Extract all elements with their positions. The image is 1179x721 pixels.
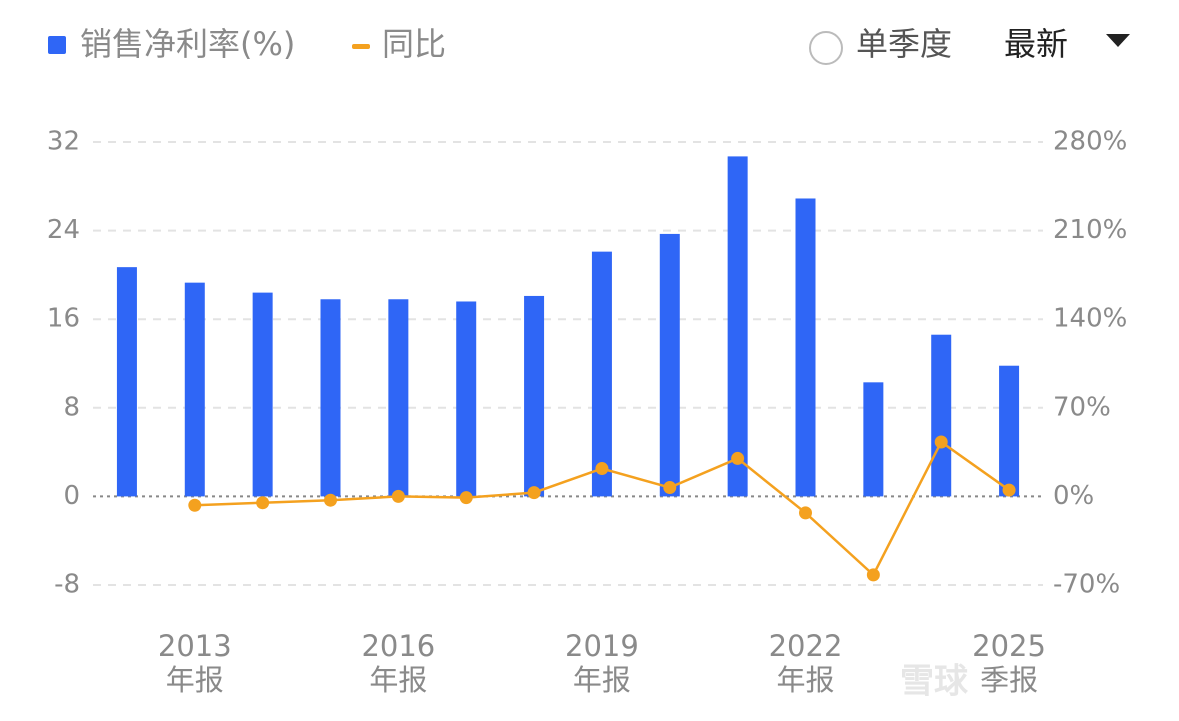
point [934,435,948,449]
y-tick-label: 24 [47,215,80,245]
legend-label: 同比 [382,25,446,63]
bar [524,295,545,497]
x-tick-label: 2025 季报 [972,629,1046,697]
x-tick-label: 2013 年报 [158,629,232,697]
x-tick-label: 2022 年报 [769,629,843,697]
x-tick-line: 2013 [158,629,232,663]
bar [727,156,748,497]
point [391,489,405,503]
legend-swatch-line [352,44,370,49]
x-tick-line: 年报 [573,663,631,697]
point [866,568,880,582]
dropdown-arrow[interactable] [1106,34,1130,47]
point [799,506,812,520]
x-tick-label: 2019 年报 [565,629,639,697]
point [324,493,337,507]
y-tick-label: 0 [63,481,80,511]
bar [931,334,952,497]
bar [591,251,612,497]
y-tick-label: 32 [47,127,80,157]
point [663,481,677,495]
x-tick-line: 2016 [361,629,435,663]
radio-label[interactable]: 单季度 [856,25,952,63]
x-tick-label: 2016 年报 [361,629,435,697]
bar [388,299,409,497]
x-tick-line: 季报 [980,663,1038,697]
point [595,462,609,476]
x-tick-line: 2025 [972,629,1046,663]
x-tick-line: 2019 [565,629,639,663]
y-tick-label: 8 [63,392,80,422]
bar [252,292,273,497]
radio[interactable] [809,31,843,65]
y2-tick-label: 0% [1053,481,1094,511]
bar [456,301,477,497]
y-tick-label: -8 [54,570,80,600]
point [256,496,270,510]
point [731,451,745,465]
x-tick-line: 年报 [776,663,834,697]
bar [795,198,816,497]
y2-tick-label: 210% [1053,215,1127,245]
watermark: 雪球 [900,662,969,702]
point [1002,483,1016,497]
x-tick-line: 年报 [369,663,427,697]
bar [659,233,680,497]
legend-swatch-bar [48,36,66,54]
bar [320,299,341,497]
y-tick-label: 16 [47,304,80,334]
point [459,491,473,505]
y2-tick-label: -70% [1053,570,1120,600]
y2-tick-label: 280% [1053,127,1127,157]
legend-label: 销售净利率(%) [80,25,295,63]
point [527,486,541,500]
x-tick-line: 2022 [769,629,843,663]
bar [863,382,884,497]
y2-tick-label: 140% [1053,304,1127,334]
x-tick-line: 年报 [166,663,224,697]
bar [116,267,137,497]
dropdown-label[interactable]: 最新 [1004,25,1068,63]
y2-tick-label: 70% [1053,392,1111,422]
bar [999,365,1020,497]
bar [184,282,205,497]
point [188,498,202,512]
